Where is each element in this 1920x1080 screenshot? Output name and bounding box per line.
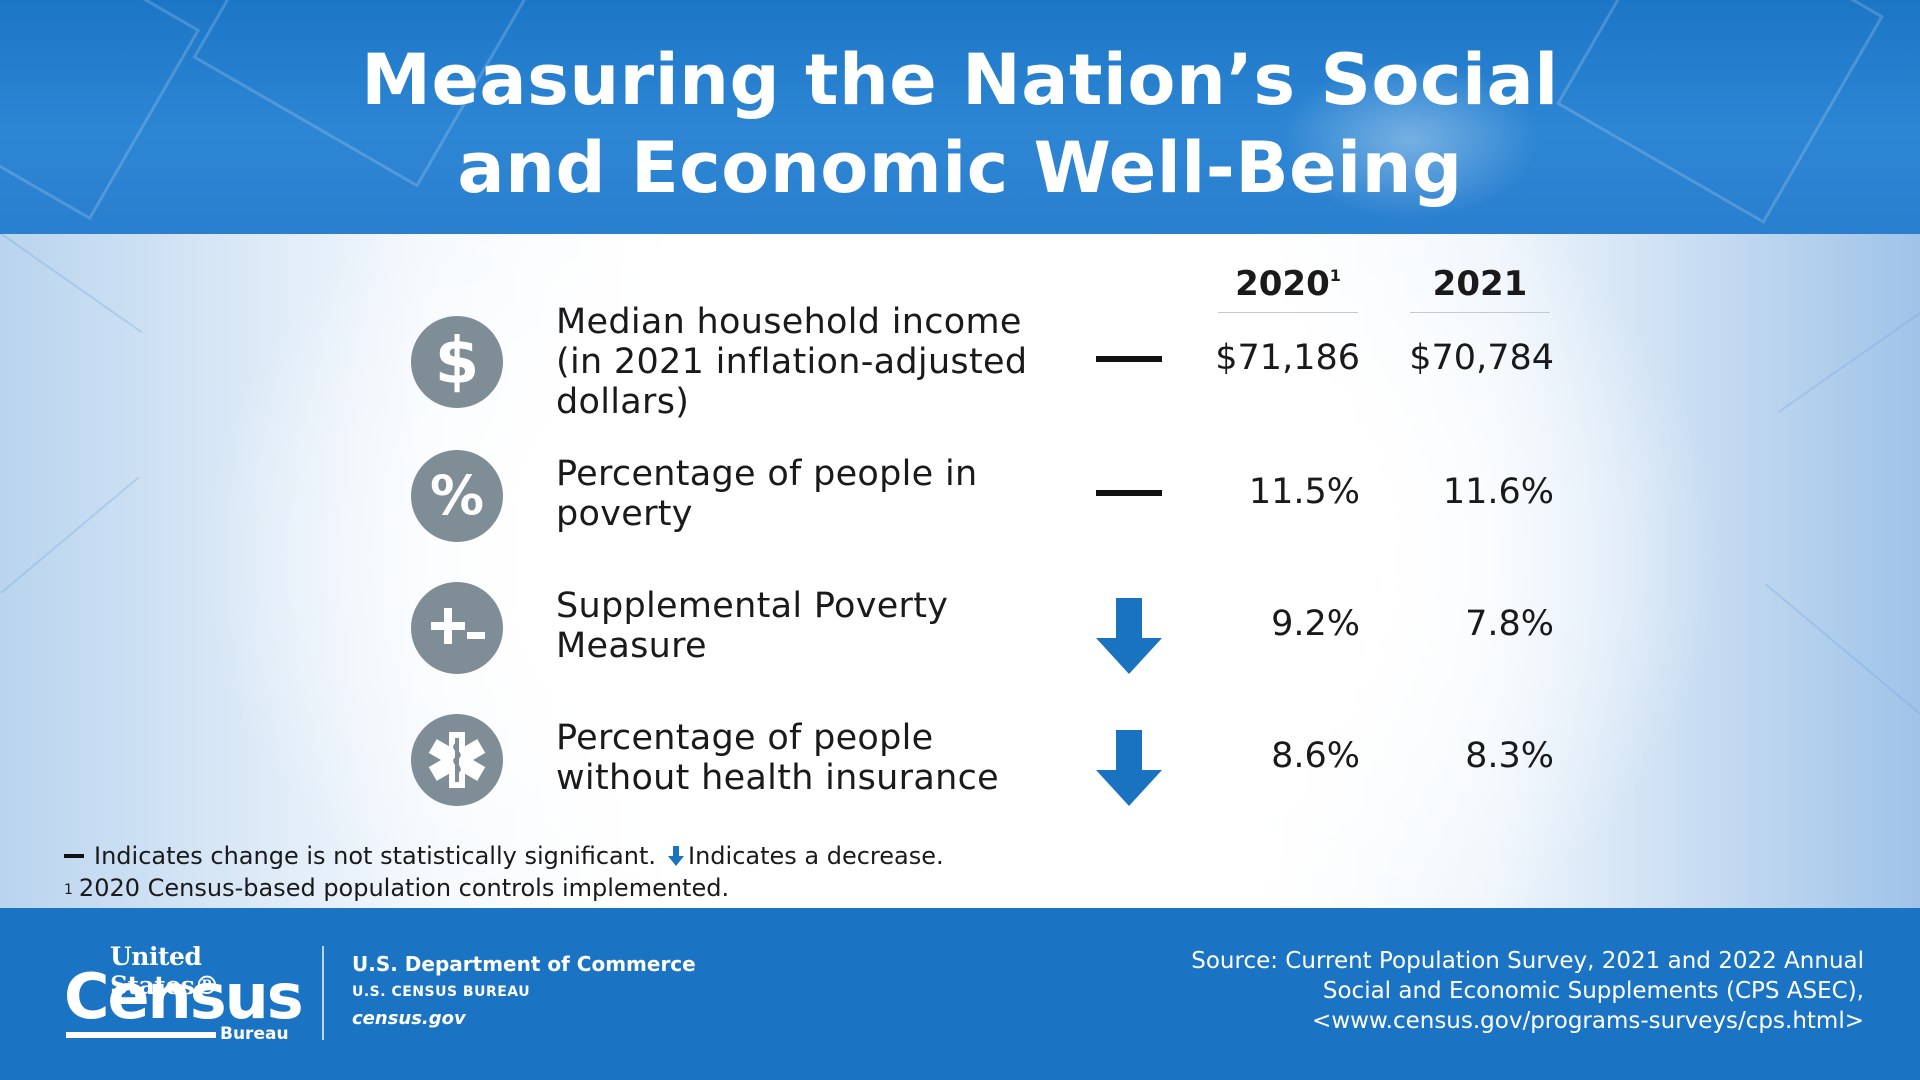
down-arrow-icon	[668, 846, 684, 866]
logo-bureau: Bureau	[220, 1024, 289, 1044]
logo-united-states: United States®	[110, 942, 219, 1000]
value-2020: 9.2%	[1271, 604, 1360, 644]
dollar-glyph: $	[434, 325, 480, 399]
row-label-line: Supplemental Poverty	[556, 586, 949, 626]
legend: Indicates change is not statistically si…	[64, 840, 944, 904]
legend-footnote: 1 2020 Census-based population controls i…	[64, 872, 944, 904]
source-note: Source: Current Population Survey, 2021 …	[1191, 946, 1864, 1036]
main-panel: 20201 2021 $ Median household income (in…	[0, 234, 1920, 908]
value-2020: $71,186	[1215, 338, 1360, 378]
column-header-2021: 2021	[1410, 264, 1550, 313]
row-label: Supplemental Poverty Measure	[556, 586, 1076, 666]
row-label-line: Percentage of people in	[556, 454, 978, 494]
value-2020: 8.6%	[1271, 736, 1360, 776]
department-info: U.S. Department of Commerce U.S. CENSUS …	[352, 952, 696, 1029]
not-significant-dash-icon	[1096, 490, 1162, 496]
dollar-icon: $	[411, 316, 503, 408]
row-label: Percentage of people in poverty	[556, 454, 1076, 534]
census-logo: United States® Census Bureau	[64, 942, 304, 1052]
website-link[interactable]: census.gov	[352, 1008, 466, 1029]
title-line-2: and Economic Well-Being	[457, 127, 1463, 209]
row-label-line: Measure	[556, 626, 707, 666]
percent-icon: %	[411, 450, 503, 542]
department-name: U.S. Department of Commerce	[352, 952, 696, 976]
logo-underline	[66, 1032, 216, 1038]
row-uninsured-percentage: Percentage of people without health insu…	[0, 708, 1920, 828]
row-poverty-percentage: % Percentage of people in poverty 11.5% …	[0, 444, 1920, 564]
row-label-line: poverty	[556, 494, 693, 534]
logo-census: Census	[64, 960, 304, 1033]
value-2021: 11.6%	[1442, 472, 1554, 512]
column-header-2020: 20201	[1218, 264, 1358, 313]
value-2020: 11.5%	[1248, 472, 1360, 512]
row-supplemental-poverty-measure: Supplemental Poverty Measure 9.2% 7.8%	[0, 576, 1920, 696]
footnote-marker: 1	[1329, 266, 1341, 285]
footnote-marker: 1	[64, 882, 73, 898]
row-median-household-income: $ Median household income (in 2021 infla…	[0, 302, 1920, 430]
row-label-line: Percentage of people	[556, 718, 934, 758]
legend-decrease: Indicates a decrease.	[688, 842, 944, 870]
decorative-glow	[1280, 60, 1540, 220]
page-title: Measuring the Nation’s Social and Econom…	[0, 36, 1920, 212]
plus-minus-icon	[411, 582, 503, 674]
title-line-1: Measuring the Nation’s Social	[361, 39, 1559, 121]
legend-line-1: Indicates change is not statistically si…	[64, 840, 944, 872]
row-label-line: (in 2021 inflation-adjusted	[556, 342, 1028, 382]
percent-glyph: %	[429, 464, 485, 527]
header-banner: Measuring the Nation’s Social and Econom…	[0, 0, 1920, 234]
source-line: Source: Current Population Survey, 2021 …	[1191, 948, 1864, 974]
row-label: Median household income (in 2021 inflati…	[556, 302, 1076, 422]
row-label-line: Median household income	[556, 302, 1022, 342]
decrease-arrow-icon	[1096, 730, 1162, 810]
source-url[interactable]: <www.census.gov/programs-surveys/cps.htm…	[1312, 1008, 1864, 1034]
not-significant-dash-icon	[1096, 356, 1162, 362]
value-2021: $70,784	[1409, 338, 1554, 378]
row-label: Percentage of people without health insu…	[556, 718, 1076, 798]
footnote-text: 2020 Census-based population controls im…	[78, 874, 730, 902]
source-line: Social and Economic Supplements (CPS ASE…	[1322, 978, 1864, 1004]
plus-minus-glyph	[431, 608, 485, 644]
decrease-arrow-icon	[1096, 598, 1162, 678]
value-2021: 7.8%	[1465, 604, 1554, 644]
footer-divider	[322, 946, 324, 1040]
row-label-line: without health insurance	[556, 758, 999, 798]
medical-star-icon	[411, 714, 503, 806]
legend-not-significant: Indicates change is not statistically si…	[94, 842, 656, 870]
row-label-line: dollars)	[556, 382, 690, 422]
medical-star-glyph	[428, 732, 486, 788]
bureau-name: U.S. CENSUS BUREAU	[352, 984, 531, 1000]
footer: United States® Census Bureau U.S. Depart…	[0, 908, 1920, 1080]
dash-icon	[64, 854, 84, 858]
value-2021: 8.3%	[1465, 736, 1554, 776]
column-header-2021-label: 2021	[1432, 264, 1528, 304]
column-header-2020-label: 2020	[1235, 264, 1330, 304]
